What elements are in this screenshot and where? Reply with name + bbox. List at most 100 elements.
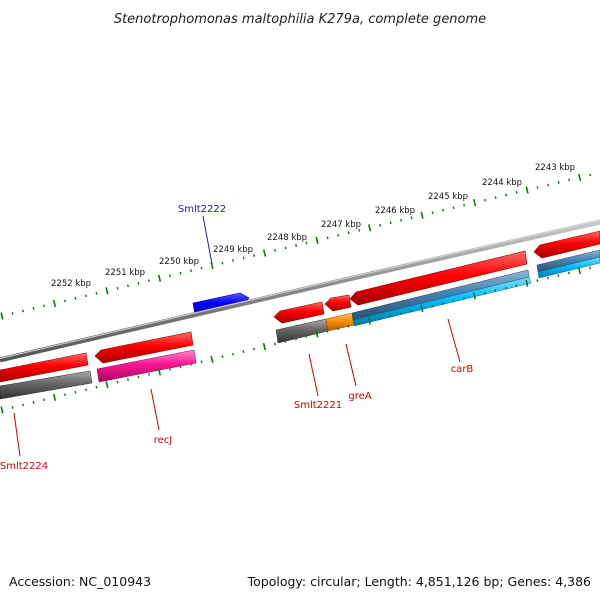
inner-minor-tick <box>127 378 129 381</box>
gene-smlt2224[interactable] <box>0 352 89 383</box>
outer-minor-tick <box>74 296 77 300</box>
outer-minor-tick <box>410 216 413 220</box>
outer-minor-tick <box>547 183 550 187</box>
tick-label-2250: 2250 kbp <box>159 257 199 267</box>
inner-minor-tick <box>294 337 297 341</box>
outer-minor-tick <box>431 211 434 215</box>
outer-minor-tick <box>400 218 403 222</box>
inner-minor-tick <box>452 299 455 303</box>
inner-minor-tick <box>179 365 182 369</box>
outer-minor-tick <box>137 281 140 285</box>
inner-minor-tick <box>504 286 507 290</box>
inner-minor-tick <box>253 347 255 351</box>
inner-minor-tick <box>483 291 486 295</box>
inner-minor-tick <box>357 322 360 326</box>
inner-minor-tick <box>284 340 287 343</box>
inner-minor-tick <box>536 279 539 283</box>
outer-minor-tick <box>116 286 119 290</box>
inner-minor-tick <box>326 330 329 333</box>
outer-major-tick <box>0 312 4 320</box>
inner-major-tick <box>525 279 529 287</box>
cds-grea[interactable] <box>325 312 355 332</box>
inner-minor-tick <box>242 350 245 354</box>
inner-minor-tick <box>347 324 350 328</box>
outer-minor-tick <box>326 236 329 240</box>
outer-minor-tick <box>389 221 392 225</box>
outer-minor-tick <box>347 231 350 235</box>
inner-tick-track <box>0 266 591 414</box>
outer-minor-tick <box>148 279 150 283</box>
label-smlt2221: Smlt2221 <box>294 400 342 411</box>
outer-minor-tick <box>484 198 487 202</box>
inner-major-tick <box>210 355 214 363</box>
gene-smlt2221[interactable] <box>273 301 325 324</box>
gene-next-right[interactable] <box>533 230 600 259</box>
leader-lines <box>13 215 461 457</box>
gene-recj[interactable] <box>94 331 194 364</box>
outer-minor-tick <box>589 173 592 177</box>
inner-minor-tick <box>11 406 14 409</box>
topology-text: Topology: circular; Length: 4,851,126 bp… <box>247 574 591 589</box>
outer-minor-tick <box>505 193 508 197</box>
leader-recj <box>150 388 160 431</box>
tick-label-2245: 2245 kbp <box>428 192 468 202</box>
outer-tick-track <box>0 173 592 320</box>
inner-major-tick <box>0 406 4 414</box>
inner-minor-tick <box>64 393 66 397</box>
cds-next-right-cyan[interactable] <box>537 256 600 279</box>
cds-next-right-steel[interactable] <box>536 249 600 273</box>
inner-minor-tick <box>74 390 77 394</box>
outer-minor-tick <box>284 246 287 250</box>
label-smlt2222: Smlt2222 <box>178 204 226 215</box>
label-recj: recJ <box>154 435 173 446</box>
inner-minor-tick <box>494 289 497 293</box>
gene-carb[interactable] <box>349 250 528 306</box>
outer-major-tick <box>262 249 267 257</box>
outer-minor-tick <box>452 206 455 210</box>
cds-recj[interactable] <box>96 349 197 383</box>
cds-smlt2224[interactable] <box>0 370 93 400</box>
inner-minor-tick <box>588 266 591 270</box>
outer-minor-tick <box>22 309 24 313</box>
outer-minor-tick <box>536 186 539 189</box>
outer-minor-tick <box>11 312 14 315</box>
outer-minor-tick <box>127 284 129 288</box>
inner-minor-tick <box>32 401 35 404</box>
inner-minor-tick <box>546 276 549 280</box>
outer-minor-tick <box>43 304 45 308</box>
outer-minor-tick <box>463 203 466 207</box>
cds-track <box>0 249 600 400</box>
gene-grea[interactable] <box>324 294 352 312</box>
inner-minor-tick <box>221 355 224 359</box>
inner-minor-tick <box>305 335 308 338</box>
outer-minor-tick <box>305 241 308 245</box>
tick-label-2251: 2251 kbp <box>105 268 145 278</box>
outer-minor-tick <box>515 191 518 194</box>
outer-major-tick <box>420 211 424 219</box>
tick-label-2246: 2246 kbp <box>375 206 415 216</box>
outer-minor-tick <box>557 181 560 184</box>
label-carb: carB <box>451 364 474 375</box>
outer-major-tick <box>105 287 109 295</box>
outer-minor-tick <box>232 259 234 262</box>
inner-minor-tick <box>200 360 203 364</box>
cds-carb-cyan[interactable] <box>352 276 532 327</box>
inner-major-tick <box>52 393 57 401</box>
leader-carb <box>447 318 461 363</box>
outer-major-tick <box>52 299 57 307</box>
leader-grea <box>345 343 357 387</box>
inner-minor-tick <box>389 314 392 318</box>
inner-major-tick <box>262 343 267 351</box>
outer-major-tick <box>525 186 529 194</box>
inner-minor-tick <box>169 368 171 371</box>
label-smlt2224: Smlt2224 <box>0 461 48 472</box>
tick-label-2252: 2252 kbp <box>51 279 91 289</box>
inner-minor-tick <box>85 388 87 392</box>
inner-minor-tick <box>441 302 444 305</box>
outer-minor-tick <box>568 178 571 182</box>
outer-major-tick <box>368 224 372 232</box>
leader-smlt2222 <box>202 215 213 265</box>
inner-minor-tick <box>378 317 381 321</box>
inner-major-tick <box>367 317 371 325</box>
outer-minor-tick <box>337 234 340 237</box>
